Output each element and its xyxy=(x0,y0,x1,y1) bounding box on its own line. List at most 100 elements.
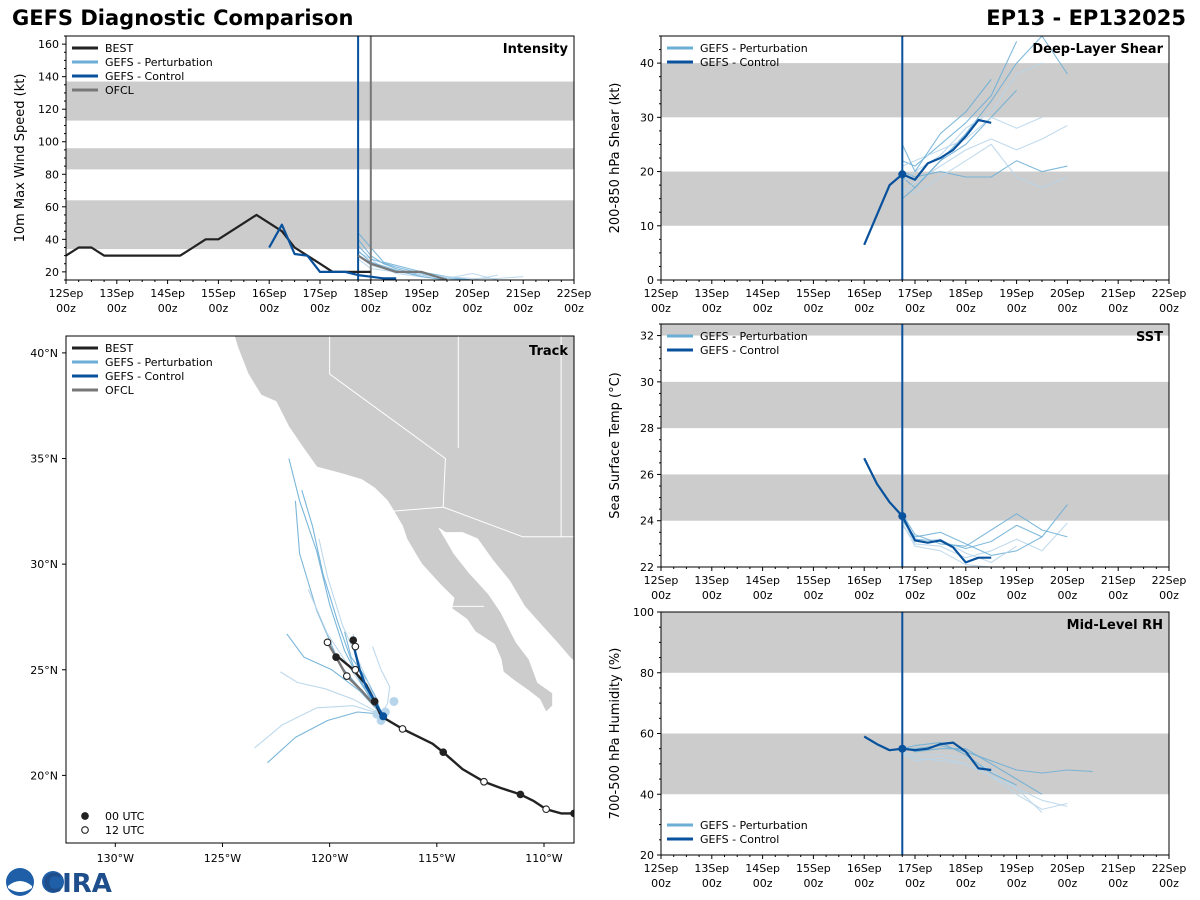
perturbation-member-line xyxy=(901,751,1043,813)
plot-frame xyxy=(660,323,1170,568)
x-tick-label-hour: 00z xyxy=(1007,302,1027,315)
political-border xyxy=(443,506,574,538)
y-tick-label: 0 xyxy=(647,274,654,287)
y-tick-label: 80 xyxy=(640,667,654,680)
shaded-band xyxy=(661,612,1169,673)
panel-title: Intensity xyxy=(503,42,569,57)
plot-area-sst xyxy=(661,324,1169,567)
x-tick-label-hour: 00z xyxy=(804,877,824,890)
x-tick-label-hour: 00z xyxy=(412,302,432,315)
x-tick-label-date: 14Sep xyxy=(745,574,780,587)
x-tick-label-hour: 00z xyxy=(1159,589,1179,602)
lon-tick-label: 115°W xyxy=(418,852,455,865)
x-tick-label-date: 12Sep xyxy=(644,574,679,587)
x-tick-label-hour: 00z xyxy=(1159,877,1179,890)
x-tick-label-date: 15Sep xyxy=(796,862,831,875)
marker-00utc xyxy=(439,748,448,757)
x-tick-label-hour: 00z xyxy=(905,877,925,890)
legend-label: GEFS - Control xyxy=(105,70,184,83)
lat-tick-label: 30°N xyxy=(30,558,58,571)
legend-label: BEST xyxy=(105,42,133,55)
x-tick-label-hour: 00z xyxy=(905,589,925,602)
x-tick-label-date: 20Sep xyxy=(1050,574,1085,587)
perturbation-member-line xyxy=(901,522,992,567)
perturbation-member-line xyxy=(902,742,1017,786)
y-tick-label: 80 xyxy=(45,168,59,181)
panel-rh: 20 40 60 80 100 12Sep 00z 13Sep 00z 14Sep 00z 15Sep… xyxy=(608,606,1186,890)
x-tick-label-hour: 00z xyxy=(1159,302,1179,315)
legend-label: GEFS - Control xyxy=(700,833,779,846)
marker-00utc xyxy=(349,636,358,645)
marker-12utc xyxy=(398,725,407,733)
x-tick-label-date: 13Sep xyxy=(694,862,729,875)
panel-title: Mid-Level RH xyxy=(1067,618,1163,633)
x-tick-label-hour: 00z xyxy=(753,589,773,602)
perturbation-member-line xyxy=(901,504,1068,550)
x-tick-label-date: 13Sep xyxy=(694,574,729,587)
x-tick-label-hour: 00z xyxy=(209,302,229,315)
x-tick-label-date: 22Sep xyxy=(557,287,592,300)
lat-tick-label: 20°N xyxy=(30,769,58,782)
panel-sst: 22 24 26 28 30 32 12Sep 00z 13Sep 00z 14Sep 00z 15Se… xyxy=(608,323,1186,602)
x-tick-label-hour: 00z xyxy=(1007,877,1027,890)
marker-legend-label: 00 UTC xyxy=(105,810,145,823)
perturbation-member-line xyxy=(901,520,1043,556)
shaded-band xyxy=(66,81,574,121)
y-tick-label: 22 xyxy=(640,561,654,574)
series-line-best xyxy=(66,213,371,273)
perturbation-member-line xyxy=(901,513,1068,547)
shaded-band xyxy=(661,381,1169,429)
x-tick-label-hour: 00z xyxy=(702,877,722,890)
land-polygon xyxy=(234,336,574,713)
x-tick-label-date: 17Sep xyxy=(898,287,933,300)
y-tick-label: 32 xyxy=(640,330,654,343)
series-line-gefs-control xyxy=(268,223,397,280)
x-tick-label-hour: 00z xyxy=(854,589,874,602)
series-line-gefs-control xyxy=(863,118,992,246)
perturbation-member-line xyxy=(357,250,473,280)
x-tick-label-hour: 00z xyxy=(854,302,874,315)
marker-00utc xyxy=(570,809,574,818)
legend-label: GEFS - Control xyxy=(105,370,184,383)
y-tick-label: 160 xyxy=(38,38,59,51)
x-tick-label-date: 20Sep xyxy=(1050,287,1085,300)
legend-label: OFCL xyxy=(105,84,135,97)
shaded-band xyxy=(66,200,574,250)
x-tick-label-date: 13Sep xyxy=(99,287,134,300)
y-tick-label: 40 xyxy=(45,233,59,246)
lon-tick-label: 110°W xyxy=(525,852,562,865)
marker-12utc xyxy=(323,638,332,647)
x-tick-label-hour: 00z xyxy=(107,302,127,315)
lon-tick-label: 125°W xyxy=(204,852,241,865)
x-tick-label-date: 16Sep xyxy=(847,862,882,875)
perturbation-track xyxy=(318,538,382,715)
legend-marker-00utc xyxy=(81,812,89,820)
lat-tick-label: 25°N xyxy=(30,664,58,677)
marker-legend-label: 12 UTC xyxy=(105,824,145,837)
panel-intensity: 20 40 60 80 100 120 140 160 12Sep 00z 13Sep 00z 14Se… xyxy=(13,35,592,315)
y-tick-label: 40 xyxy=(640,57,654,70)
legend-label: GEFS - Control xyxy=(700,56,779,69)
x-tick-label-hour: 00z xyxy=(905,302,925,315)
y-tick-label: 24 xyxy=(640,515,654,528)
y-axis-label: 10m Max Wind Speed (kt) xyxy=(13,74,28,243)
cira-globe-icon xyxy=(42,871,64,893)
x-tick-label-date: 12Sep xyxy=(644,862,679,875)
x-tick-label-hour: 00z xyxy=(463,302,483,315)
y-tick-label: 100 xyxy=(38,136,59,149)
political-border xyxy=(329,336,446,512)
x-tick-label-date: 18Sep xyxy=(948,287,983,300)
shaded-band xyxy=(661,474,1169,521)
cira-noaa-logo: CIRA xyxy=(6,868,112,898)
init-point-marker xyxy=(898,170,907,179)
x-tick-label-hour: 00z xyxy=(702,302,722,315)
x-tick-label-date: 18Sep xyxy=(353,287,388,300)
page-title: GEFS Diagnostic Comparison xyxy=(12,6,354,30)
panel-shear: 0 10 20 30 40 12Sep 00z 13Sep 00z 14Sep 00z 15Sep 00… xyxy=(608,35,1186,315)
x-tick-label-date: 15Sep xyxy=(796,574,831,587)
x-tick-label-hour: 00z xyxy=(651,302,671,315)
perturbation-start-point xyxy=(389,696,399,706)
y-tick-label: 30 xyxy=(640,111,654,124)
legend-label: GEFS - Perturbation xyxy=(105,56,213,69)
x-tick-label-date: 18Sep xyxy=(948,862,983,875)
